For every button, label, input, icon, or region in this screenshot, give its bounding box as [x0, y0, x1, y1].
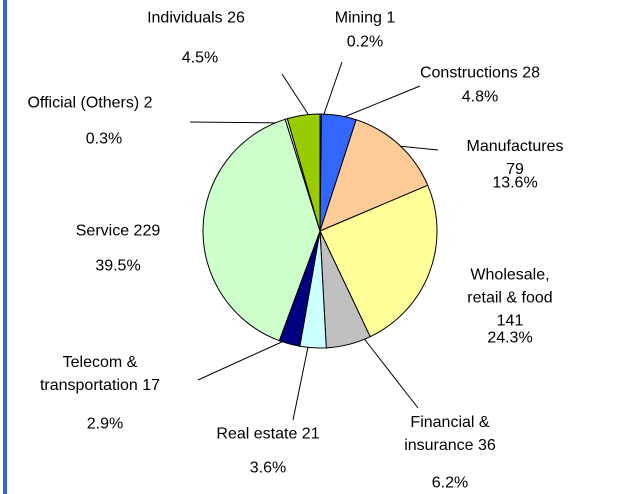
slice-label: Wholesale, retail & food 141 — [467, 266, 553, 330]
value-label: 6.2% — [431, 474, 469, 492]
slice-label: Service 229 — [75, 222, 161, 240]
pie-slice — [319, 184, 438, 338]
leader-line — [323, 61, 343, 115]
pie-slice — [319, 119, 429, 232]
leader-line — [189, 121, 291, 124]
slice-label: Official (Others) 2 — [27, 94, 153, 112]
leader-line — [343, 85, 421, 118]
value-label: 4.8% — [461, 88, 499, 106]
value-label: 4.5% — [181, 49, 219, 67]
leader-line — [281, 73, 309, 115]
value-label: 3.6% — [249, 459, 287, 477]
leader-lines — [189, 61, 439, 421]
slice-label: Telecom & transportation 17 — [39, 354, 161, 394]
slice-label: Manufactures 79 — [466, 138, 564, 178]
pie-slice — [202, 118, 321, 342]
leader-line — [361, 335, 419, 409]
value-label: 2.9% — [86, 415, 124, 433]
leader-line — [197, 339, 287, 381]
slice-label: Constructions 28 — [419, 64, 541, 82]
value-label: 24.3% — [487, 329, 533, 347]
value-label: 39.5% — [95, 257, 141, 275]
slice-label: Financial & insurance 36 — [404, 414, 496, 454]
value-label: 13.6% — [492, 174, 538, 192]
slice-label: Real estate 21 — [216, 425, 320, 443]
leader-line — [292, 346, 309, 421]
left-border — [3, 0, 7, 494]
pie-slice — [286, 113, 321, 232]
value-label: 0.2% — [346, 33, 384, 51]
slice-label: Mining 1 — [334, 9, 396, 27]
slice-label: Individuals 26 — [147, 9, 245, 27]
leader-line — [397, 145, 439, 151]
value-label: 0.3% — [85, 130, 123, 148]
